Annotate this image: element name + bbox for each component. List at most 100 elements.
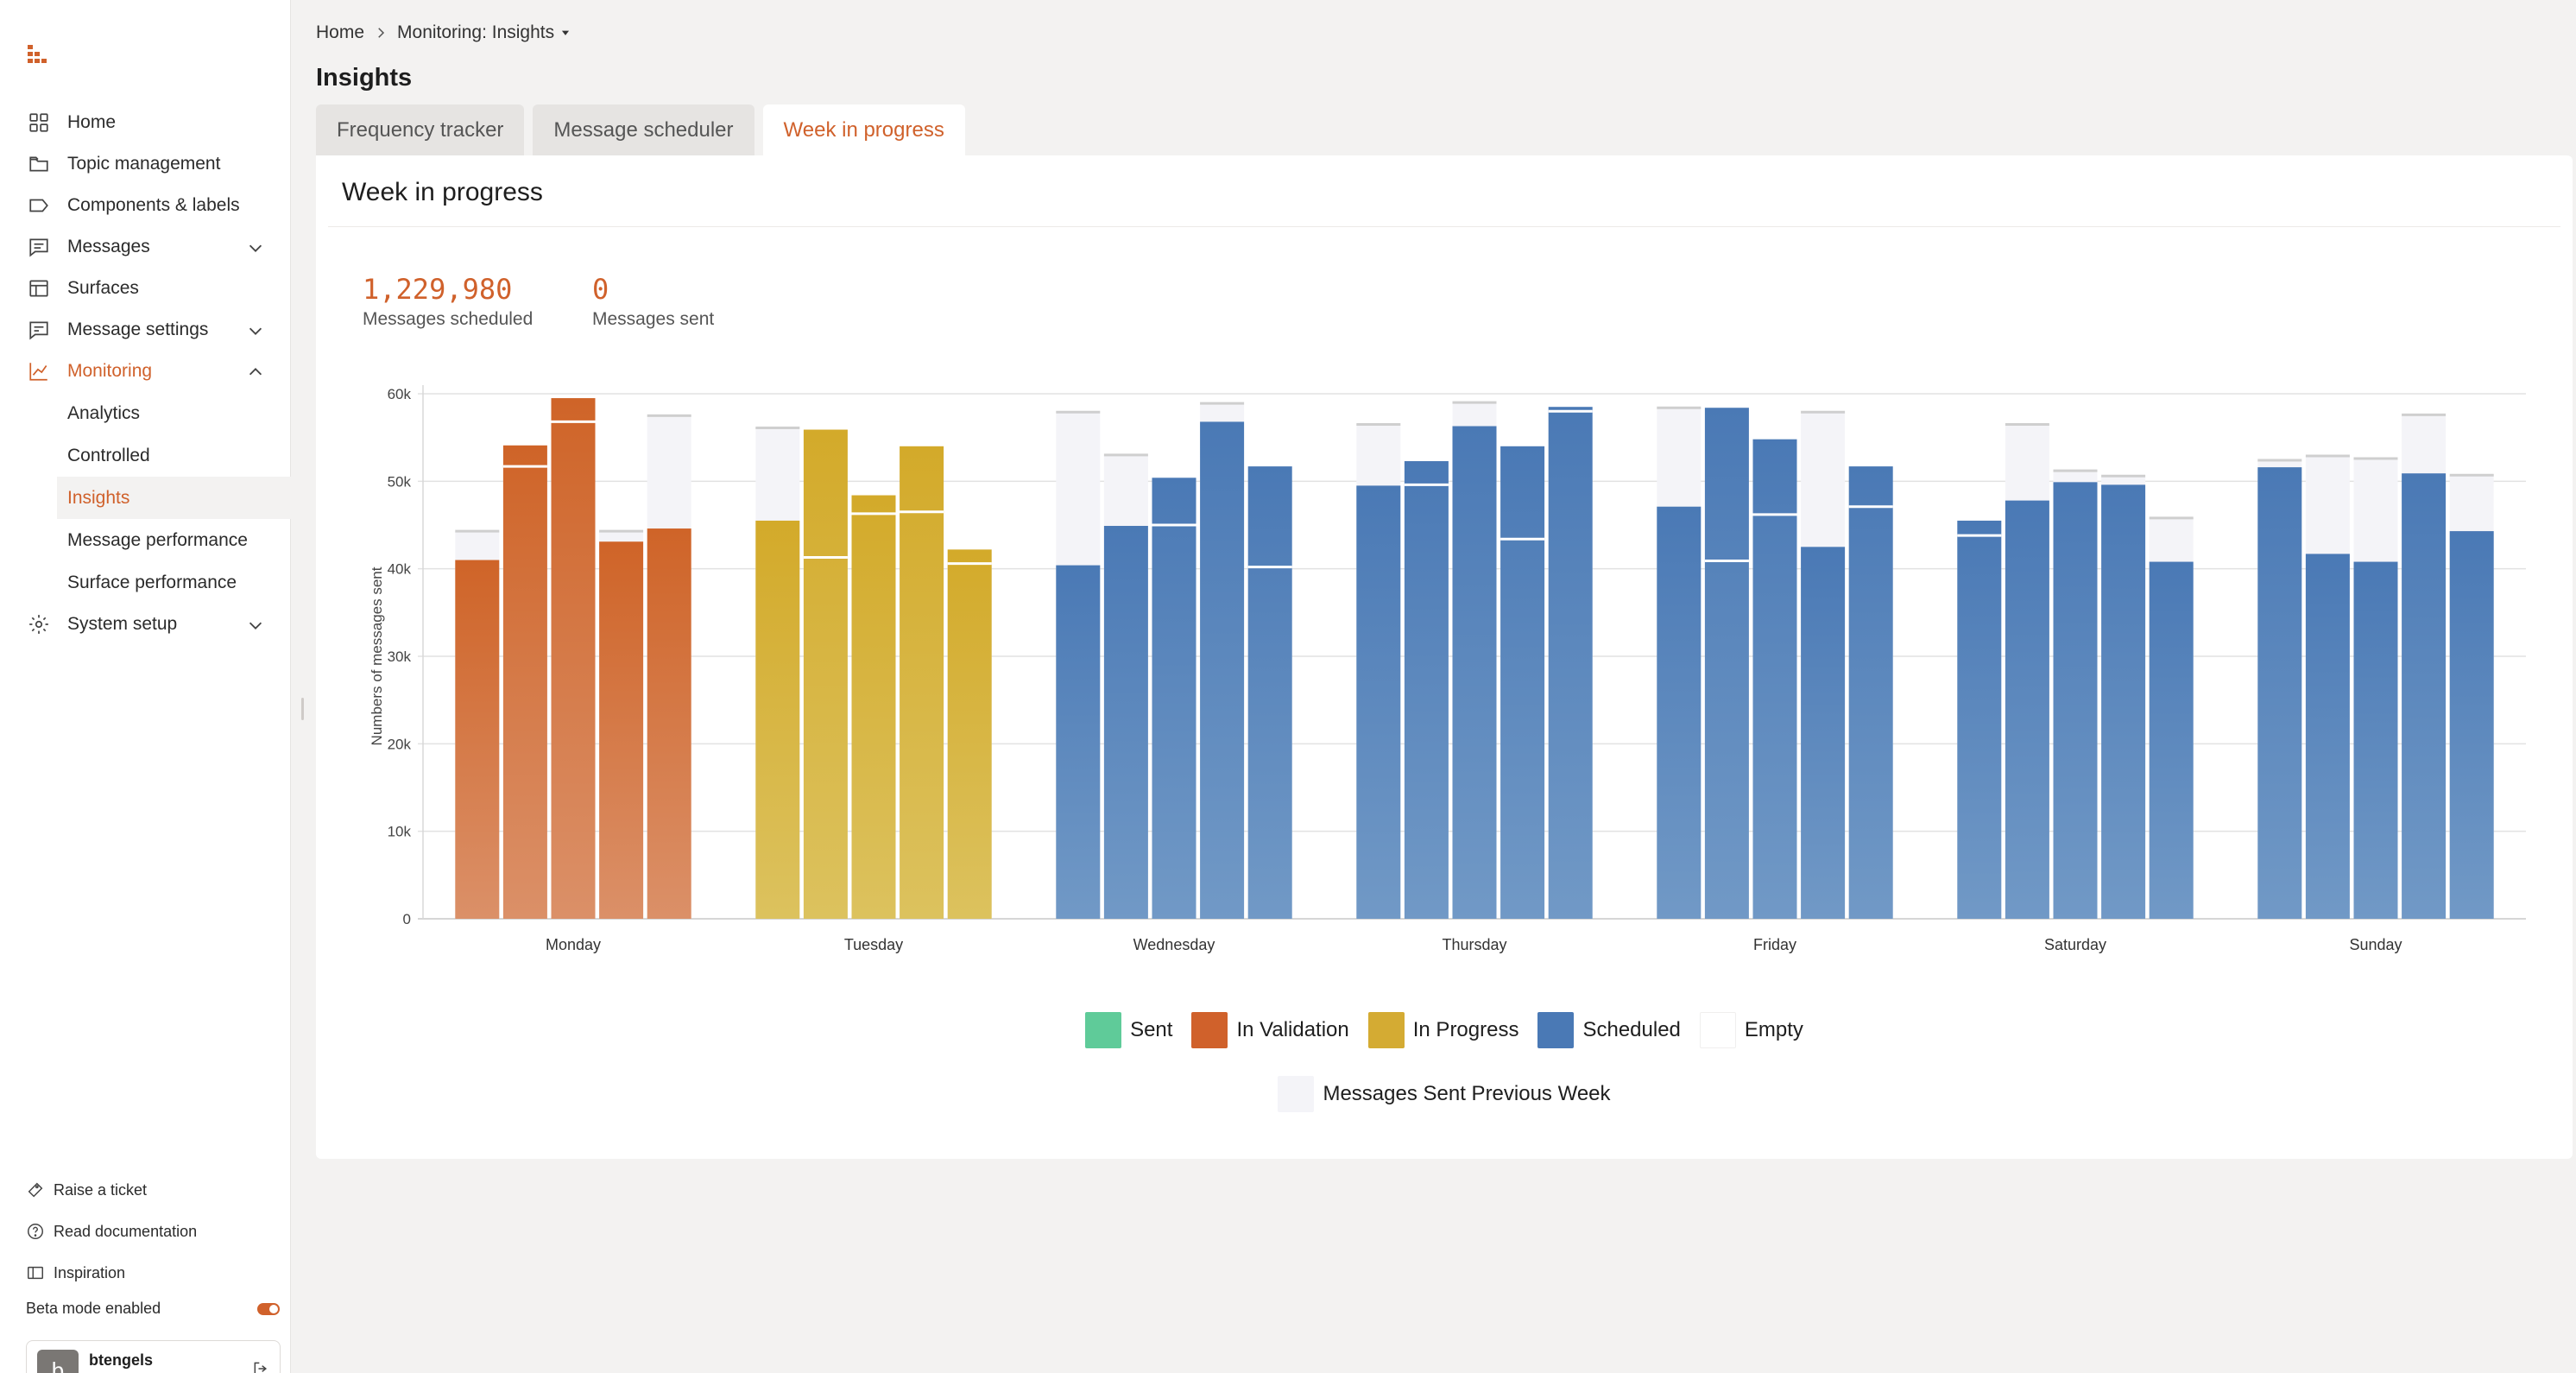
stat-value: 0: [592, 273, 609, 306]
x-tick-label: Saturday: [2044, 936, 2106, 953]
app-logo-icon[interactable]: [26, 43, 55, 69]
nav-item-label: Topic management: [67, 154, 221, 174]
raise-ticket-link[interactable]: Raise a ticket: [26, 1169, 197, 1211]
y-tick-label: 0: [403, 911, 411, 927]
message-settings-icon: [28, 319, 50, 341]
sub-item-analytics[interactable]: Analytics: [67, 402, 141, 423]
legend-item-prev-week[interactable]: Messages Sent Previous Week: [1278, 1076, 1611, 1112]
nav-item-surfaces[interactable]: Surfaces: [0, 268, 291, 309]
gear-icon: [28, 613, 50, 636]
nav-item-components-labels[interactable]: Components & labels: [0, 185, 291, 226]
y-axis-label: Numbers of messages sent: [369, 566, 385, 745]
chevron-down-icon[interactable]: [246, 321, 265, 340]
chevron-up-icon[interactable]: [246, 363, 265, 382]
folder-icon: [28, 153, 50, 175]
legend-item-scheduled[interactable]: Scheduled: [1537, 1012, 1681, 1048]
bar-in_progress: [851, 495, 896, 919]
bar-in_validation: [599, 541, 644, 919]
tab-frequency-tracker[interactable]: Frequency tracker: [316, 104, 525, 155]
sidebar-resize-handle[interactable]: [301, 698, 304, 720]
legend-item-in-progress[interactable]: In Progress: [1367, 1012, 1518, 1048]
legend-item-empty[interactable]: Empty: [1699, 1012, 1803, 1048]
nav-item-monitoring[interactable]: Monitoring: [0, 351, 291, 392]
bar-scheduled: [1404, 461, 1449, 919]
x-tick-label: Tuesday: [844, 936, 903, 953]
breadcrumb-home[interactable]: Home: [316, 22, 365, 42]
sub-item-message-performance[interactable]: Message performance: [67, 529, 248, 550]
chevron-down-icon[interactable]: [246, 238, 265, 257]
stat-value: 1,229,980: [363, 273, 513, 306]
read-documentation-label: Read documentation: [54, 1222, 198, 1240]
breadcrumb-current[interactable]: Monitoring: Insights: [397, 22, 555, 42]
legend-label: Sent: [1130, 1018, 1173, 1041]
inspiration-link[interactable]: Inspiration: [26, 1252, 197, 1294]
ticket-icon: [26, 1180, 45, 1199]
read-documentation-link[interactable]: Read documentation: [26, 1211, 197, 1252]
nav-item-messages[interactable]: Messages: [0, 226, 291, 268]
tab-bar: Frequency tracker Message scheduler Week…: [316, 104, 965, 155]
book-icon: [26, 1263, 45, 1282]
x-tick-label: Sunday: [2349, 936, 2402, 953]
tab-week-in-progress[interactable]: Week in progress: [762, 104, 965, 155]
x-tick-label: Monday: [546, 936, 601, 953]
bar-scheduled: [1957, 520, 2002, 919]
user-card[interactable]: b btengels: [26, 1340, 281, 1373]
bar-in_progress: [947, 549, 992, 919]
sub-item-controlled[interactable]: Controlled: [67, 445, 150, 465]
bar-scheduled: [1500, 446, 1545, 919]
logout-icon[interactable]: [252, 1360, 269, 1373]
tab-message-scheduler[interactable]: Message scheduler: [533, 104, 754, 155]
bar-scheduled: [1056, 565, 1101, 919]
nav-item-label: Messages: [67, 237, 150, 256]
bar-scheduled: [2053, 482, 2098, 919]
bar-scheduled: [1103, 526, 1148, 919]
stat-label: Messages scheduled: [363, 309, 534, 329]
beta-mode-toggle[interactable]: [257, 1303, 280, 1315]
panel-divider: [328, 226, 2560, 227]
main-nav: Home Topic management Components & label…: [0, 102, 291, 645]
y-tick-label: 60k: [388, 386, 412, 402]
stat-label: Messages sent: [592, 309, 715, 329]
chevron-right-icon: [373, 25, 388, 41]
bar-scheduled: [2353, 561, 2398, 919]
nav-item-system-setup[interactable]: System setup: [0, 604, 291, 645]
bar-scheduled: [2305, 554, 2350, 919]
bar-scheduled: [1452, 426, 1497, 919]
y-tick-label: 50k: [388, 473, 412, 490]
breadcrumb: Home Monitoring: Insights: [316, 22, 571, 43]
chevron-down-icon[interactable]: [246, 616, 265, 635]
avatar: b: [37, 1350, 79, 1373]
beta-mode-row: Beta mode enabled: [26, 1300, 281, 1318]
bar-in_progress: [755, 520, 800, 919]
beta-mode-label: Beta mode enabled: [26, 1300, 161, 1317]
sub-item-insights[interactable]: Insights: [57, 477, 291, 519]
user-name: btengels: [89, 1351, 154, 1369]
bar-in_validation: [647, 528, 691, 919]
nav-item-home[interactable]: Home: [0, 102, 291, 143]
bar-scheduled: [2449, 531, 2494, 919]
bar-scheduled: [1704, 408, 1749, 919]
legend-label: Messages Sent Previous Week: [1323, 1082, 1611, 1105]
bar-in_progress: [803, 429, 848, 920]
nav-item-label: Message settings: [67, 320, 209, 339]
message-icon: [28, 236, 50, 258]
bar-scheduled: [2101, 484, 2146, 919]
y-tick-label: 30k: [388, 649, 412, 665]
nav-item-topic-management[interactable]: Topic management: [0, 143, 291, 185]
raise-ticket-label: Raise a ticket: [54, 1180, 148, 1199]
caret-down-icon[interactable]: [559, 27, 571, 39]
week-in-progress-chart: 0 10k 20k 30k 40k 50k 60k Numbers of messages s…: [369, 385, 2526, 953]
legend-row-1: Sent In Validation In Progress Scheduled…: [316, 1012, 2573, 1048]
nav-item-message-settings[interactable]: Message settings: [0, 309, 291, 351]
inspiration-label: Inspiration: [54, 1263, 126, 1281]
legend-label: In Validation: [1236, 1018, 1349, 1041]
legend-item-sent[interactable]: Sent: [1085, 1012, 1172, 1048]
y-tick-label: 20k: [388, 736, 412, 752]
sub-item-surface-performance[interactable]: Surface performance: [67, 572, 237, 592]
legend-item-in-validation[interactable]: In Validation: [1191, 1012, 1349, 1048]
nav-item-label: Home: [67, 112, 117, 132]
bar-scheduled: [1801, 547, 1846, 919]
panel-title: Week in progress: [342, 178, 543, 206]
y-tick-label: 10k: [388, 824, 412, 840]
bar-in_validation: [551, 398, 596, 920]
